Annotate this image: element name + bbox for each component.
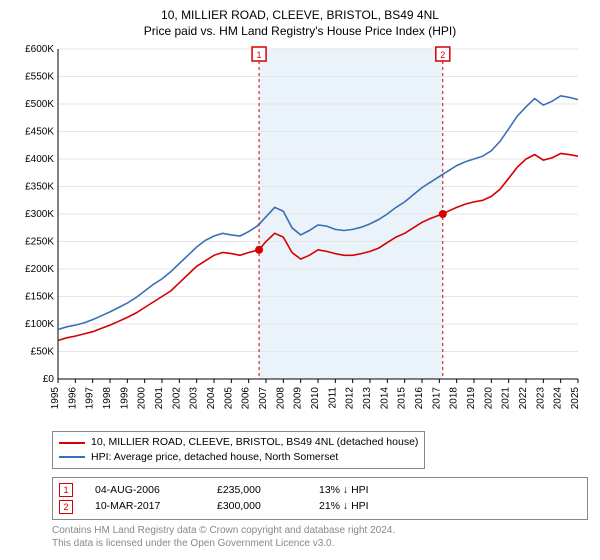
y-tick-label: £400K [25, 154, 54, 165]
chart-container: 10, MILLIER ROAD, CLEEVE, BRISTOL, BS49 … [0, 0, 600, 560]
y-tick-label: £550K [25, 72, 54, 83]
legend-row: HPI: Average price, detached house, Nort… [59, 450, 418, 465]
x-tick-label: 2023 [535, 387, 546, 410]
x-tick-label: 2012 [345, 387, 356, 410]
table-price: £300,000 [217, 498, 297, 515]
chart-svg: £0 £50K £100K £150K £200K £250K £300K £350K £400… [12, 45, 588, 425]
marker-dot [439, 210, 447, 218]
y-tick-label: £100K [25, 319, 54, 330]
legend-label: 10, MILLIER ROAD, CLEEVE, BRISTOL, BS49 … [91, 435, 418, 450]
y-tick-label: £150K [25, 292, 54, 303]
x-tick-label: 2011 [327, 387, 338, 409]
marker-label: 2 [440, 50, 445, 60]
x-tick-label: 2002 [171, 387, 182, 410]
attribution: Contains HM Land Registry data © Crown c… [52, 524, 588, 550]
legend-swatch [59, 456, 85, 458]
x-tick-label: 2009 [293, 387, 304, 410]
legend: 10, MILLIER ROAD, CLEEVE, BRISTOL, BS49 … [52, 431, 425, 468]
x-tick-label: 2014 [379, 387, 390, 410]
x-tick-label: 2022 [518, 387, 529, 410]
x-tick-label: 2016 [414, 387, 425, 410]
chart-title: 10, MILLIER ROAD, CLEEVE, BRISTOL, BS49 … [12, 8, 588, 24]
x-tick-label: 1995 [50, 387, 61, 410]
table-date: 04-AUG-2006 [95, 482, 195, 499]
table-date: 10-MAR-2017 [95, 498, 195, 515]
x-tick-label: 2003 [189, 387, 200, 410]
x-tick-label: 2018 [449, 387, 460, 410]
table-price: £235,000 [217, 482, 297, 499]
table-marker: 1 [59, 483, 73, 497]
y-tick-label: £500K [25, 99, 54, 110]
marker-label: 1 [257, 50, 262, 60]
x-tick-label: 2015 [397, 387, 408, 410]
x-tick-label: 2021 [501, 387, 512, 410]
legend-row: 10, MILLIER ROAD, CLEEVE, BRISTOL, BS49 … [59, 435, 418, 450]
y-tick-label: £450K [25, 127, 54, 138]
x-tick-label: 1999 [119, 387, 130, 410]
x-tick-label: 2020 [483, 387, 494, 410]
y-tick-label: £250K [25, 237, 54, 248]
y-tick-label: £200K [25, 264, 54, 275]
x-tick-label: 2024 [553, 387, 564, 410]
x-tick-label: 2019 [466, 387, 477, 410]
table-marker: 2 [59, 500, 73, 514]
transaction-table: 1 04-AUG-2006 £235,000 13% ↓ HPI 2 10-MAR-201… [52, 477, 588, 521]
x-tick-label: 2008 [275, 387, 286, 410]
x-tick-label: 2004 [206, 387, 217, 410]
x-tick-label: 2001 [154, 387, 165, 410]
x-tick-label: 2005 [223, 387, 234, 410]
y-tick-label: £350K [25, 182, 54, 193]
attribution-line: This data is licensed under the Open Gov… [52, 537, 588, 550]
chart-subtitle: Price paid vs. HM Land Registry's House … [12, 24, 588, 40]
x-tick-label: 2010 [310, 387, 321, 410]
chart-plot: £0 £50K £100K £150K £200K £250K £300K £350K £400… [12, 45, 588, 425]
x-tick-label: 1996 [67, 387, 78, 410]
attribution-line: Contains HM Land Registry data © Crown c… [52, 524, 588, 537]
y-tick-label: £600K [25, 45, 54, 55]
y-tick-label: £50K [31, 347, 55, 358]
x-tick-label: 1997 [85, 387, 96, 410]
x-tick-label: 2025 [570, 387, 581, 410]
y-tick-label: £300K [25, 209, 54, 220]
x-tick-label: 1998 [102, 387, 113, 410]
table-delta: 21% ↓ HPI [319, 498, 369, 515]
x-tick-label: 2000 [137, 387, 148, 410]
x-tick-label: 2017 [431, 387, 442, 410]
legend-label: HPI: Average price, detached house, Nort… [91, 450, 338, 465]
table-row: 2 10-MAR-2017 £300,000 21% ↓ HPI [59, 498, 581, 515]
table-delta: 13% ↓ HPI [319, 482, 369, 499]
x-tick-label: 2006 [241, 387, 252, 410]
x-tick-label: 2013 [362, 387, 373, 410]
x-tick-label: 2007 [258, 387, 269, 410]
marker-dot [255, 246, 263, 254]
table-row: 1 04-AUG-2006 £235,000 13% ↓ HPI [59, 482, 581, 499]
legend-swatch [59, 442, 85, 444]
y-tick-label: £0 [43, 374, 55, 385]
